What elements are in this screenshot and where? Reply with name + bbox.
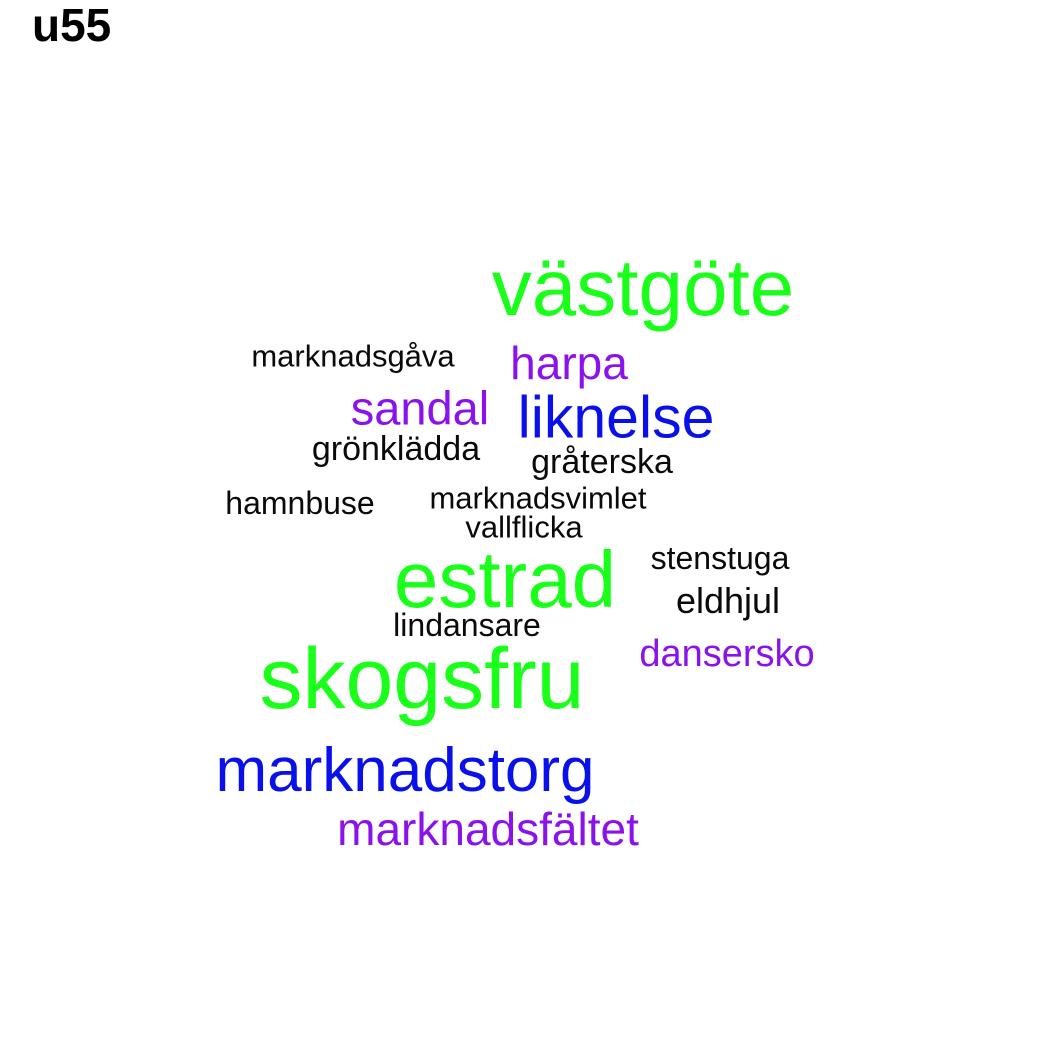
- cloud-word: harpa: [510, 337, 628, 389]
- cloud-word: skogsfru: [259, 631, 585, 727]
- cloud-word: stenstuga: [650, 540, 790, 576]
- cloud-word: hamnbuse: [225, 485, 375, 521]
- cloud-word: marknadsvimlet: [429, 480, 647, 516]
- cloud-word: marknadstorg: [215, 736, 595, 805]
- cloud-word: liknelse: [517, 384, 715, 451]
- cloud-word: dansersko: [639, 633, 815, 675]
- cloud-word: eldhjul: [675, 580, 781, 621]
- corner-label: u55: [32, 0, 112, 51]
- cloud-word: vallflicka: [465, 509, 583, 545]
- cloud-word: grönklädda: [311, 430, 481, 468]
- cloud-word: lindansare: [393, 607, 541, 643]
- cloud-word: västgöte: [491, 243, 795, 332]
- cloud-word: gråterska: [531, 443, 673, 481]
- cloud-word: sandal: [350, 381, 490, 435]
- cloud-word: estrad: [393, 535, 617, 624]
- cloud-word: marknadsgåva: [251, 338, 455, 374]
- cloud-word: marknadsfältet: [337, 803, 639, 855]
